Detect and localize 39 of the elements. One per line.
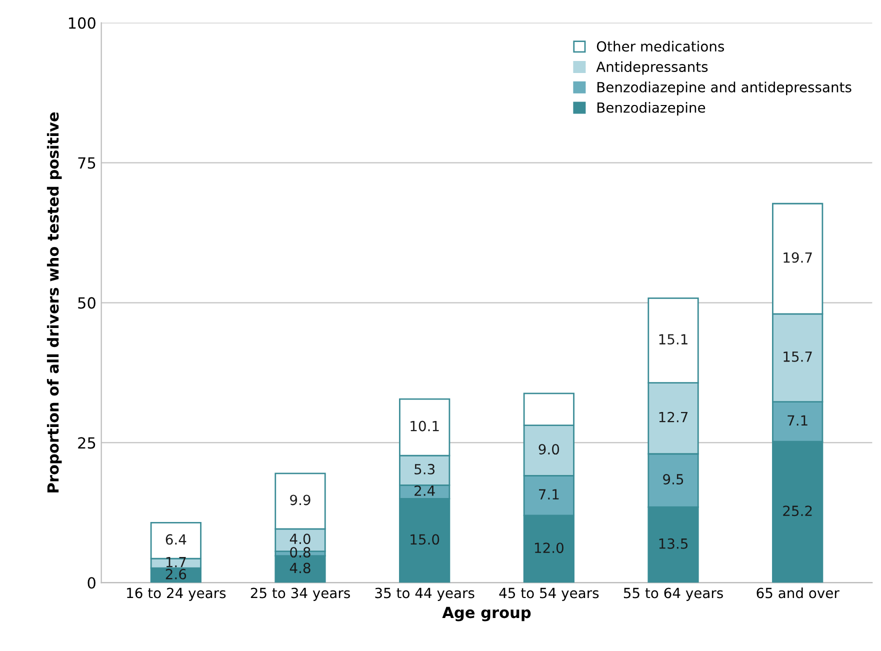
data-label: 12.0 — [534, 542, 564, 554]
y-tick-label: 0 — [88, 577, 96, 589]
legend-label: Benzodiazepine — [597, 102, 706, 116]
data-label: 15.0 — [410, 534, 440, 545]
data-label: 13.5 — [659, 538, 688, 549]
data-label: 9.0 — [538, 444, 560, 455]
data-label: 9.9 — [290, 494, 310, 506]
data-label: 4.8 — [290, 562, 310, 574]
data-label: 19.7 — [784, 252, 812, 263]
data-label: 6.4 — [166, 534, 186, 545]
data-label: 1.7 — [166, 557, 186, 568]
legend-label: Other medications — [596, 40, 724, 52]
data-label: 2.6 — [166, 568, 186, 580]
data-label: 2.4 — [414, 485, 435, 496]
data-label: 5.3 — [414, 464, 435, 474]
x-tick-label: 16 to 24 years — [127, 588, 226, 601]
y-tick-label: 75 — [78, 157, 96, 169]
data-label: 15.7 — [784, 352, 812, 362]
x-tick-label: 65 and over — [756, 588, 840, 598]
x-tick-label: 35 to 44 years — [375, 588, 474, 601]
data-label: 7.1 — [539, 489, 559, 500]
y-tick-label: 100 — [68, 17, 96, 29]
data-label: 4.0 — [290, 534, 310, 544]
data-label: 12.7 — [659, 412, 688, 422]
x-tick-label: 55 to 64 years — [624, 588, 723, 601]
data-label: 10.1 — [410, 420, 439, 432]
legend-label: Antidepressants — [596, 61, 708, 75]
y-axis-title: Proportion of all drivers who tested positive — [46, 112, 62, 492]
legend-label: Benzodiazepine and antidepressants — [597, 82, 852, 96]
x-tick-label: 25 to 34 years — [250, 588, 350, 601]
data-label: 0.8 — [290, 547, 310, 558]
data-label: 25.2 — [783, 506, 812, 516]
data-label: 15.1 — [659, 334, 688, 345]
y-tick-label: 25 — [78, 437, 96, 449]
x-axis-title: Age group — [442, 606, 531, 622]
y-tick-label: 50 — [78, 297, 96, 309]
data-label: 7.1 — [788, 415, 808, 426]
x-tick-label: 45 to 54 years — [499, 588, 599, 601]
data-label: 9.5 — [663, 474, 684, 484]
